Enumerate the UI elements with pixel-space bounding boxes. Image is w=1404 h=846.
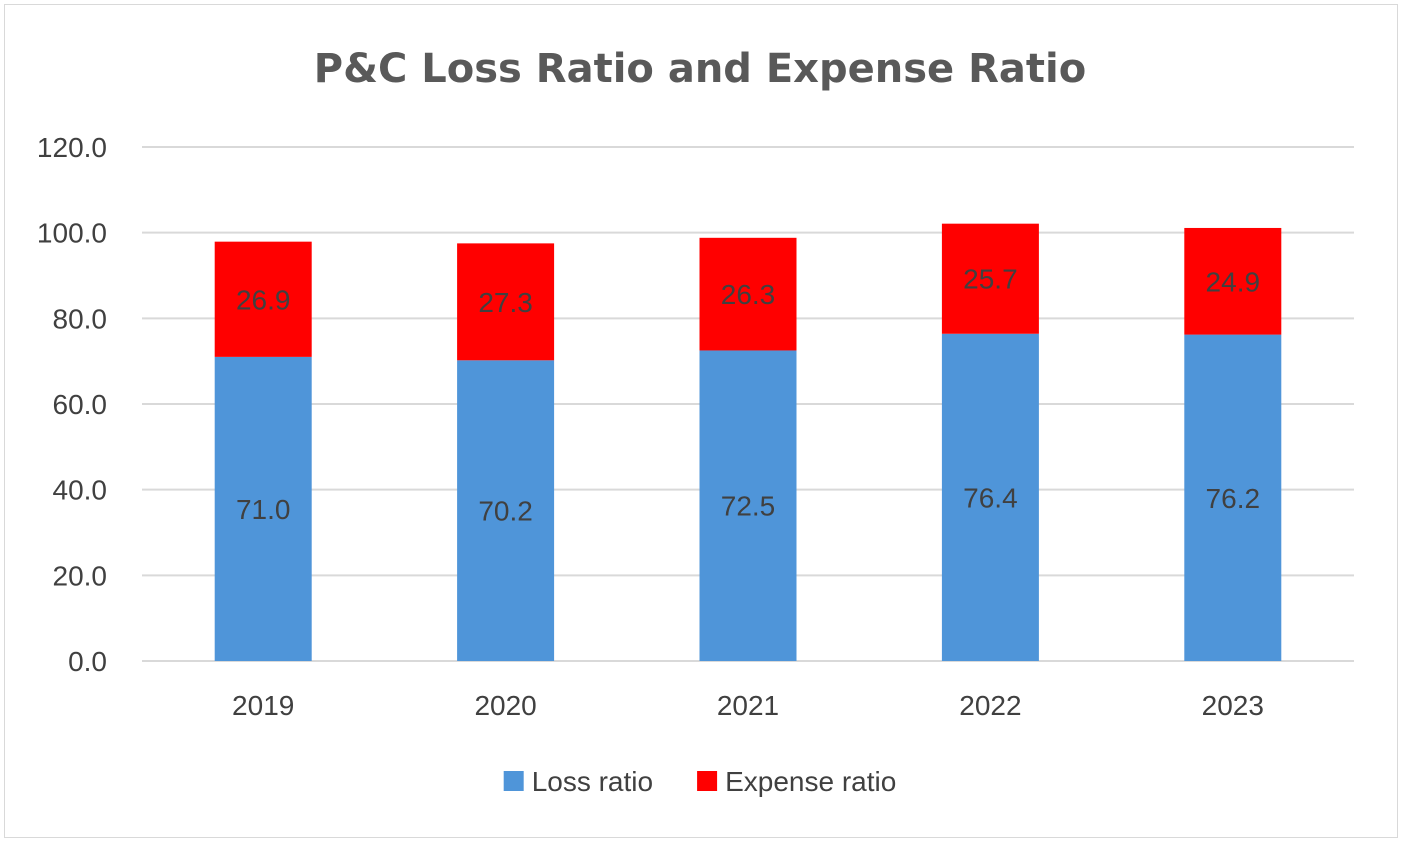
data-label: 26.9 xyxy=(236,284,291,315)
bar-expense-ratio xyxy=(214,241,312,357)
x-tick-label: 2021 xyxy=(717,690,779,721)
data-label: 24.9 xyxy=(1206,266,1261,297)
y-tick-label: 0.0 xyxy=(68,646,107,677)
data-label: 76.4 xyxy=(963,482,1018,513)
legend-label: Expense ratio xyxy=(725,766,896,797)
legend-swatch xyxy=(503,771,524,791)
x-axis-tick-labels: 2019 2020 2021 2022 2023 xyxy=(232,690,1264,721)
bar-expense-ratio xyxy=(457,243,555,361)
y-axis-tick-labels: 0.0 20.0 40.0 60.0 80.0 100.0 120.0 xyxy=(37,132,107,677)
bars xyxy=(214,223,1282,661)
bar-expense-ratio xyxy=(699,237,797,351)
y-tick-label: 60.0 xyxy=(53,389,108,420)
data-label: 71.0 xyxy=(236,494,291,525)
bar-expense-ratio xyxy=(1184,227,1282,335)
bar-loss-ratio xyxy=(1184,334,1282,661)
legend: Loss ratio Expense ratio xyxy=(503,766,896,797)
y-tick-label: 40.0 xyxy=(53,475,108,506)
bar-expense-ratio xyxy=(941,223,1039,334)
data-labels: 71.0 26.9 70.2 27.3 72.5 26.3 76.4 25.7 76.2 24.9 xyxy=(236,264,1260,527)
bar-loss-ratio xyxy=(941,333,1039,661)
x-tick-label: 2023 xyxy=(1202,690,1264,721)
data-label: 72.5 xyxy=(721,491,776,522)
data-label: 27.3 xyxy=(478,287,533,318)
x-tick-label: 2020 xyxy=(474,690,536,721)
data-label: 25.7 xyxy=(963,264,1018,295)
bar-loss-ratio xyxy=(699,350,797,661)
x-tick-label: 2022 xyxy=(959,690,1021,721)
data-label: 70.2 xyxy=(478,496,533,527)
chart-title: P&C Loss Ratio and Expense Ratio xyxy=(314,46,1086,92)
y-tick-label: 80.0 xyxy=(53,303,108,334)
y-tick-label: 20.0 xyxy=(53,560,108,591)
data-label: 26.3 xyxy=(721,279,776,310)
legend-label: Loss ratio xyxy=(532,766,653,797)
bar-loss-ratio xyxy=(457,360,555,661)
y-tick-label: 120.0 xyxy=(37,132,107,163)
y-tick-label: 100.0 xyxy=(37,218,107,249)
bar-loss-ratio xyxy=(214,356,312,661)
x-tick-label: 2019 xyxy=(232,690,294,721)
data-label: 76.2 xyxy=(1206,483,1261,514)
legend-swatch xyxy=(697,771,718,791)
